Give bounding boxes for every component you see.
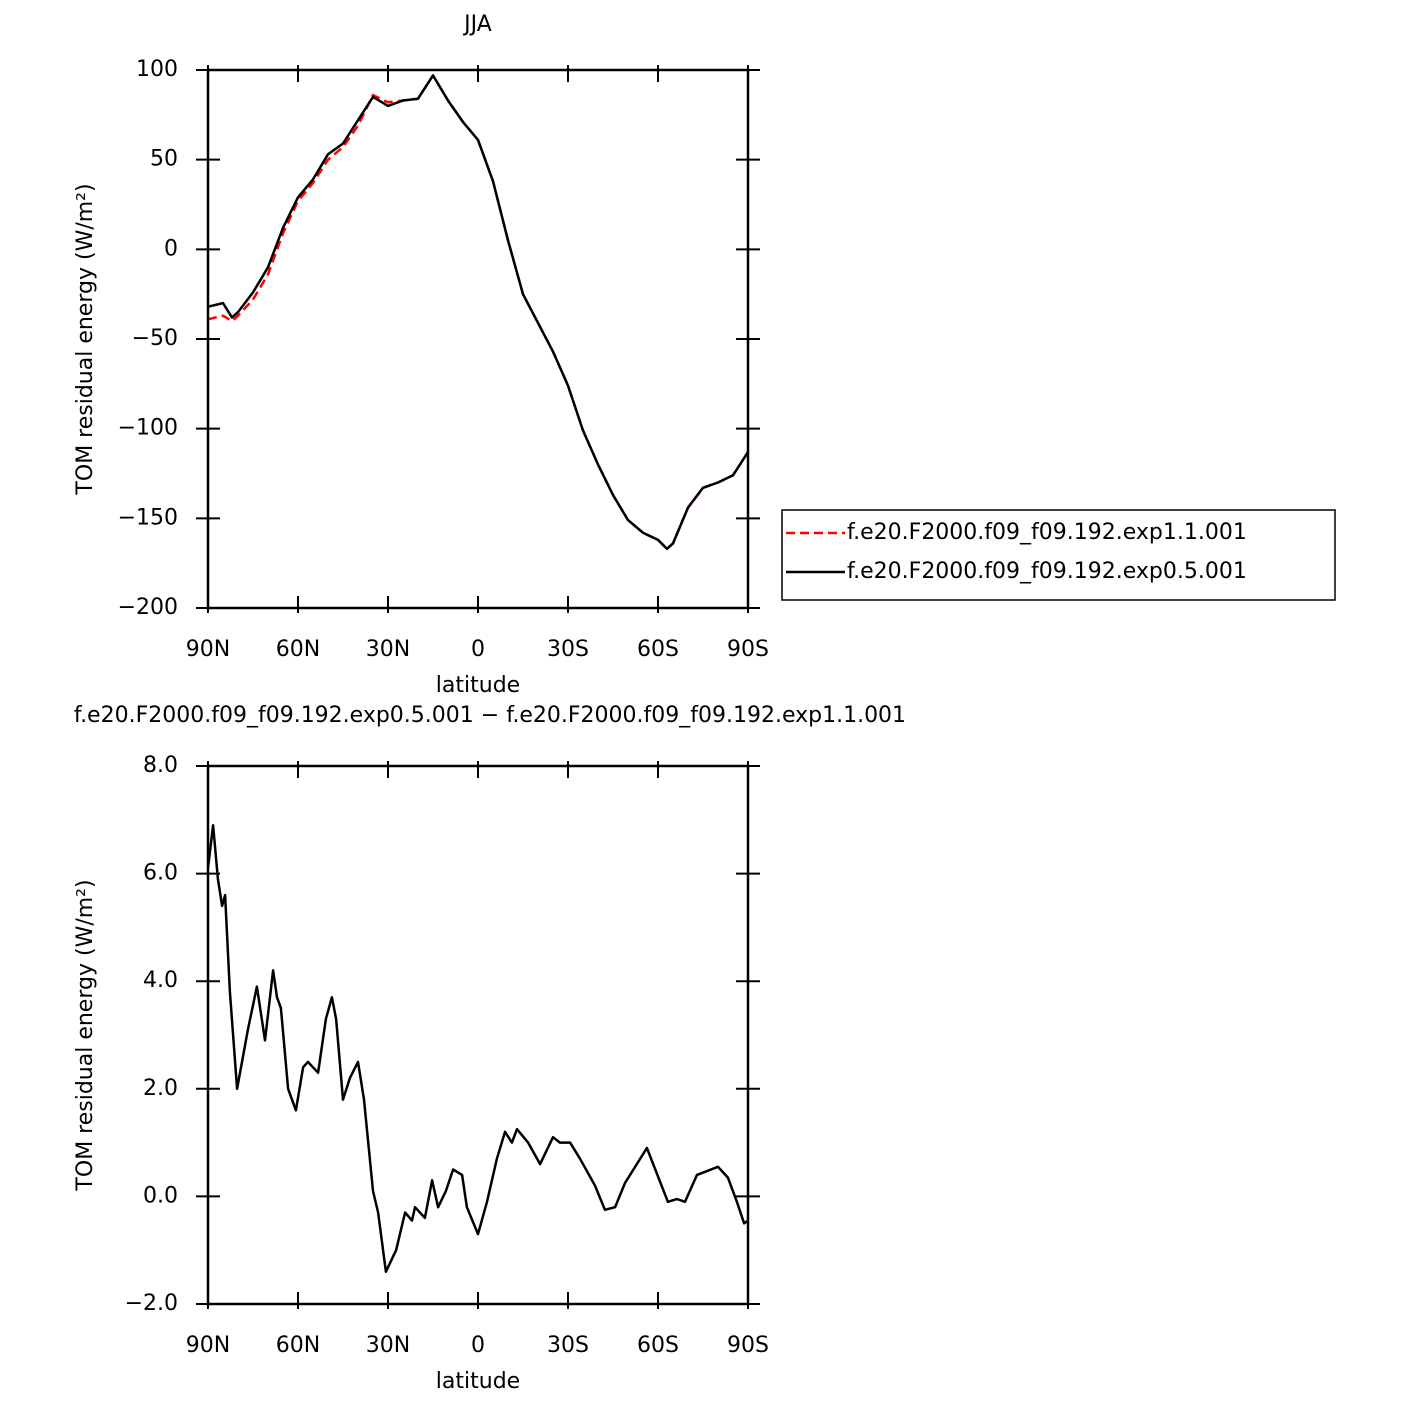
y-tick-label: 100	[136, 57, 178, 82]
legend-label: f.e20.F2000.f09_f09.192.exp0.5.001	[847, 559, 1247, 584]
legend-label: f.e20.F2000.f09_f09.192.exp1.1.001	[847, 520, 1247, 545]
x-tick-label: 60S	[637, 637, 679, 662]
y-tick-label: 6.0	[143, 861, 178, 886]
y-tick-label: −2.0	[125, 1291, 178, 1316]
y-tick-label: −50	[132, 326, 178, 351]
x-axis-label: latitude	[436, 1369, 520, 1394]
y-axis-label: TOM residual energy (W/m²)	[73, 183, 98, 495]
y-tick-label: 4.0	[143, 968, 178, 993]
data-line	[206, 823, 749, 1273]
chart-title: JJA	[462, 12, 492, 37]
data-line	[207, 74, 750, 551]
x-tick-label: 30N	[366, 1333, 410, 1358]
chart-title: f.e20.F2000.f09_f09.192.exp0.5.001 − f.e…	[74, 703, 906, 728]
y-axis-label: TOM residual energy (W/m²)	[73, 879, 98, 1191]
y-tick-label: −150	[118, 505, 178, 530]
plot-frame	[206, 764, 750, 1306]
x-axis-label: latitude	[436, 673, 520, 698]
x-tick-label: 90S	[727, 1333, 769, 1358]
y-tick-label: 8.0	[143, 753, 178, 778]
x-tick-label: 60N	[276, 1333, 320, 1358]
y-tick-label: 2.0	[143, 1076, 178, 1101]
x-tick-label: 60N	[276, 637, 320, 662]
x-tick-label: 0	[471, 637, 485, 662]
legend-box	[781, 509, 1336, 601]
x-tick-label: 30N	[366, 637, 410, 662]
x-tick-label: 30S	[547, 1333, 589, 1358]
x-tick-label: 60S	[637, 1333, 679, 1358]
x-tick-label: 90S	[727, 637, 769, 662]
x-tick-label: 30S	[547, 637, 589, 662]
y-tick-label: −100	[118, 416, 178, 441]
plot-frame	[206, 68, 750, 610]
y-tick-label: −200	[118, 595, 178, 620]
x-tick-label: 90N	[186, 1333, 230, 1358]
x-tick-label: 0	[471, 1333, 485, 1358]
y-tick-label: 0.0	[143, 1183, 178, 1208]
data-line	[207, 74, 750, 551]
y-tick-label: 50	[150, 147, 178, 172]
x-tick-label: 90N	[186, 637, 230, 662]
y-tick-label: 0	[164, 236, 178, 261]
